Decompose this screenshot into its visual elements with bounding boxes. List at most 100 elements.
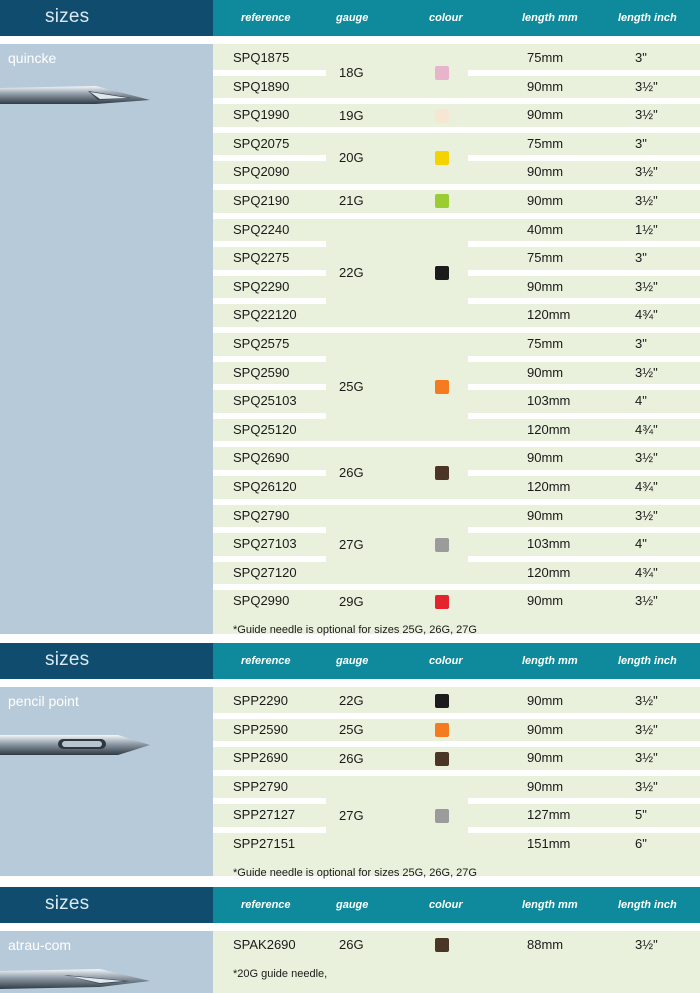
reference-cell: SPP2790 <box>233 778 288 794</box>
colour-swatch <box>435 151 449 166</box>
reference-cell: SPQ1890 <box>233 78 290 94</box>
row-divider <box>213 798 326 805</box>
reference-cell: SPAK2690 <box>233 937 296 952</box>
reference-cell: SPQ2590 <box>233 364 290 380</box>
section-title: sizes <box>45 649 90 670</box>
column-header-bar: reference gauge colour length mm length inch <box>213 887 700 923</box>
section-title-bar: sizes <box>0 887 213 923</box>
table-row: SPQ27103 103mm 4" <box>213 530 700 559</box>
quincke-needle-icon <box>0 78 160 123</box>
gauge-cell: 26G <box>339 750 364 766</box>
length-mm-cell: 90mm <box>527 107 564 123</box>
table-row: SPQ27120 120mm 4¾" <box>213 559 700 588</box>
length-mm-cell: 90mm <box>527 778 564 794</box>
reference-cell: SPQ1875 <box>233 50 290 65</box>
footnote: *20G guide needle, <box>233 967 328 980</box>
reference-cell: SPQ2190 <box>233 193 290 208</box>
table-row: SPQ2590 90mm 3½" <box>213 359 700 388</box>
row-divider <box>213 470 326 476</box>
length-mm-cell: 151mm <box>527 836 571 851</box>
gauge-cell: 20G <box>339 150 364 166</box>
length-inch-cell: 3½" <box>635 107 658 123</box>
table-row: SPQ2190 90mm 3½" <box>213 187 700 216</box>
sizes-section-quincke: sizes reference gauge colour length mm length… <box>0 0 700 636</box>
column-header-length-mm: length mm <box>522 12 578 24</box>
colour-swatch <box>435 938 449 953</box>
length-inch-cell: 3½" <box>635 278 658 294</box>
length-inch-cell: 5" <box>635 807 647 823</box>
header-gap <box>0 679 700 687</box>
colour-swatch <box>435 751 449 766</box>
header-gap <box>0 36 700 44</box>
footnote: *Guide needle is optional for sizes 25G,… <box>233 866 477 879</box>
length-mm-cell: 120mm <box>527 479 571 494</box>
colour-swatch <box>435 537 449 552</box>
length-mm-cell: 90mm <box>527 693 564 708</box>
row-divider <box>213 584 700 591</box>
row-divider <box>468 69 700 76</box>
row-divider <box>213 527 326 534</box>
row-divider <box>213 327 700 333</box>
section-title: sizes <box>45 893 90 914</box>
gauge-cell: 26G <box>339 937 364 953</box>
row-divider <box>213 741 700 748</box>
row-divider <box>468 412 700 419</box>
row-divider <box>468 527 700 534</box>
gauge-cell: 26G <box>339 465 364 480</box>
reference-cell: SPQ2275 <box>233 250 290 266</box>
row-divider <box>468 827 700 833</box>
table-row: SPQ1875 75mm 3" <box>213 44 700 73</box>
length-inch-cell: 4¾" <box>635 421 658 437</box>
row-divider <box>213 269 326 276</box>
sizes-section-atrau-com: sizes reference gauge colour length mm length… <box>0 887 700 993</box>
table-row: SPQ2690 90mm 3½" <box>213 444 700 473</box>
length-inch-cell: 4¾" <box>635 307 658 323</box>
row-divider <box>213 184 700 190</box>
length-mm-cell: 103mm <box>527 393 571 409</box>
table-row: SPQ2575 75mm 3" <box>213 330 700 359</box>
reference-cell: SPP2590 <box>233 721 288 737</box>
row-divider <box>468 384 700 391</box>
product-panel: quincke <box>0 44 213 634</box>
table-row: SPQ2990 90mm 3½" <box>213 587 700 616</box>
column-header-bar: reference gauge colour length mm length inch <box>213 643 700 679</box>
row-divider <box>213 412 326 419</box>
row-divider <box>468 155 700 162</box>
row-divider <box>468 269 700 276</box>
row-divider <box>213 69 326 76</box>
column-header-length-inch: length inch <box>618 655 677 667</box>
length-mm-cell: 90mm <box>527 278 564 294</box>
gauge-cell: 27G <box>339 807 364 823</box>
row-divider <box>213 298 326 305</box>
table-row: SPQ26120 120mm 4¾" <box>213 473 700 502</box>
product-panel: pencil point <box>0 687 213 876</box>
header-gap <box>0 923 700 931</box>
length-mm-cell: 90mm <box>527 507 564 523</box>
gauge-cell: 27G <box>339 536 364 552</box>
length-inch-cell: 3" <box>635 135 647 151</box>
colour-swatch <box>435 722 449 737</box>
length-mm-cell: 90mm <box>527 193 564 208</box>
length-inch-cell: 3" <box>635 250 647 266</box>
reference-cell: SPP2290 <box>233 693 288 708</box>
table-row: SPQ2090 90mm 3½" <box>213 158 700 187</box>
length-inch-cell: 4" <box>635 536 647 552</box>
reference-cell: SPQ2990 <box>233 593 290 609</box>
reference-cell: SPQ2240 <box>233 221 290 237</box>
length-mm-cell: 90mm <box>527 364 564 380</box>
column-header-colour: colour <box>429 655 463 667</box>
reference-cell: SPQ2690 <box>233 450 290 466</box>
length-mm-cell: 127mm <box>527 807 571 823</box>
length-inch-cell: 3½" <box>635 937 658 952</box>
reference-cell: SPQ22120 <box>233 307 297 323</box>
length-inch-cell: 3½" <box>635 778 658 794</box>
table-row: SPQ1990 90mm 3½" <box>213 101 700 130</box>
table-row: SPP2590 90mm 3½" <box>213 716 700 745</box>
pencil-point-needle-icon <box>0 723 160 768</box>
column-header-reference: reference <box>241 655 291 667</box>
table-row: SPQ25103 103mm 4" <box>213 387 700 416</box>
row-divider <box>213 769 700 776</box>
row-divider <box>213 441 700 448</box>
row-divider <box>213 384 326 391</box>
length-mm-cell: 90mm <box>527 721 564 737</box>
